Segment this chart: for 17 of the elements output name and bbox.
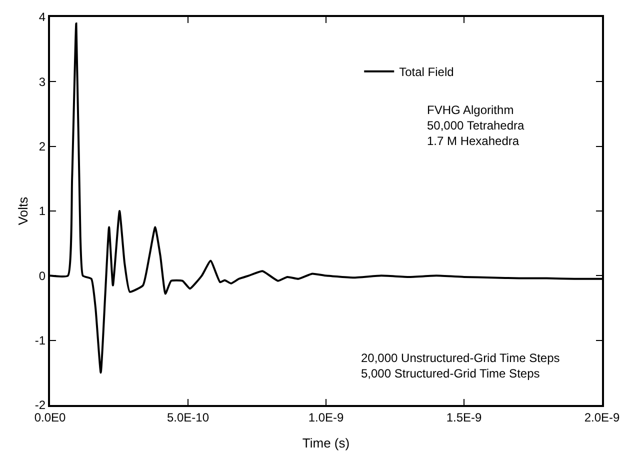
annotation: 20,000 Unstructured-Grid Time Steps 5,000 Structured-Grid Time Steps [361,351,560,381]
y-tick-label: -2 [34,398,46,412]
x-axis-title: Time (s) [302,436,350,450]
y-tick-label: 2 [38,140,46,154]
y-tick-label: 4 [38,10,46,24]
x-tick-label: 2.0E-9 [584,410,620,424]
x-tick-label: 1.5E-9 [446,410,482,424]
y-tick-label: 3 [38,74,46,89]
legend-label: Total Field [399,65,454,79]
x-tick-label: 5.0E-10 [166,410,210,424]
x-tick-label: 1.0E-9 [308,410,344,424]
annotation: FVHG Algorithm 50,000 Tetrahedra 1.7 M Hexahedra [427,103,525,148]
y-tick-label: 1 [38,204,46,218]
x-tick-label: 0.0E0 [34,410,66,424]
y-axis-title: Volts [15,196,30,226]
y-tick-label: -1 [34,334,46,348]
y-tick-label: 0 [38,268,46,283]
